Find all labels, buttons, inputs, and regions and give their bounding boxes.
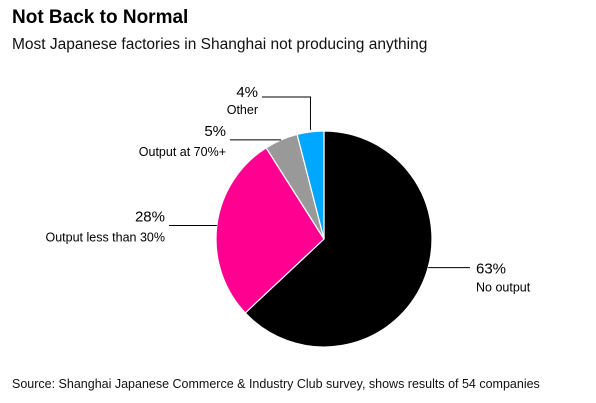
slice-value-label-3: 4% <box>236 84 258 101</box>
slice-category-label-0: No output <box>476 281 531 295</box>
pie-slice-3 <box>296 130 325 240</box>
chart-title: Not Back to Normal <box>12 7 189 28</box>
slice-value-label-2: 5% <box>204 123 226 140</box>
slice-value-label-0: 63% <box>476 261 506 278</box>
slice-category-label-2: Output at 70%+ <box>139 145 226 159</box>
leader-line-3 <box>262 96 311 130</box>
slice-value-label-1: 28% <box>135 208 165 225</box>
pie-chart: 63% No output 28% Output less than 30% 5% Out… <box>45 84 531 348</box>
source-note: Source: Shanghai Japanese Commerce & Ind… <box>12 377 540 391</box>
pie-slice-1 <box>215 146 325 314</box>
slice-category-label-1: Output less than 30% <box>45 230 165 244</box>
slice-category-label-3: Other <box>227 103 258 117</box>
pie-slice-0 <box>244 130 433 348</box>
chart-subtitle: Most Japanese factories in Shanghai not … <box>12 36 428 53</box>
